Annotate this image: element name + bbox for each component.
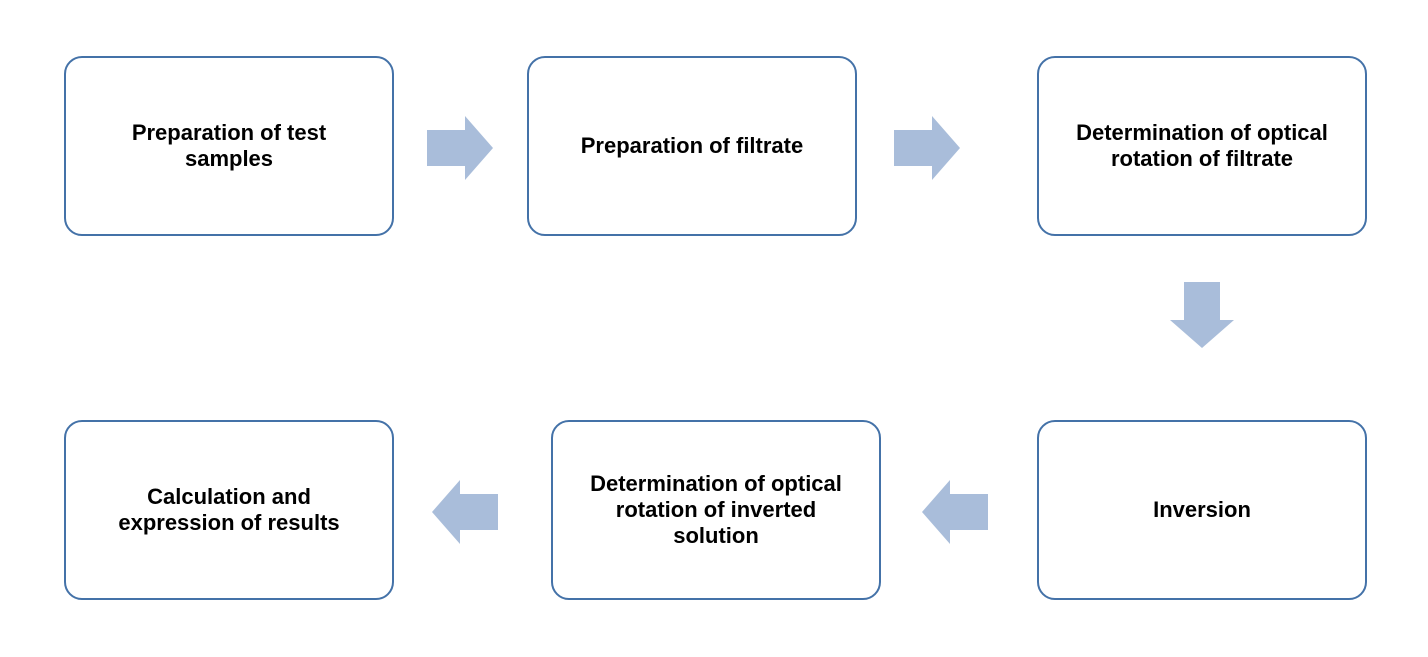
node-inversion: Inversion [1037, 420, 1367, 600]
arrow-left-icon [922, 480, 988, 544]
node-preparation-filtrate: Preparation of filtrate [527, 56, 857, 236]
node-optical-rotation-inverted: Determination of optical rotation of inv… [551, 420, 881, 600]
node-optical-rotation-filtrate: Determination of optical rotation of fil… [1037, 56, 1367, 236]
node-calculation-results: Calculation and expression of results [64, 420, 394, 600]
arrow-right-icon [427, 116, 493, 180]
node-label: Preparation of test samples [86, 120, 372, 172]
node-label: Determination of optical rotation of fil… [1059, 120, 1345, 172]
node-preparation-test-samples: Preparation of test samples [64, 56, 394, 236]
node-label: Inversion [1153, 497, 1251, 523]
arrow-down-icon [1170, 282, 1234, 348]
arrow-left-icon [432, 480, 498, 544]
arrow-right-icon [894, 116, 960, 180]
node-label: Determination of optical rotation of inv… [573, 471, 859, 549]
node-label: Preparation of filtrate [581, 133, 803, 159]
node-label: Calculation and expression of results [86, 484, 372, 536]
flowchart-container: Preparation of test samples Preparation … [0, 0, 1428, 657]
